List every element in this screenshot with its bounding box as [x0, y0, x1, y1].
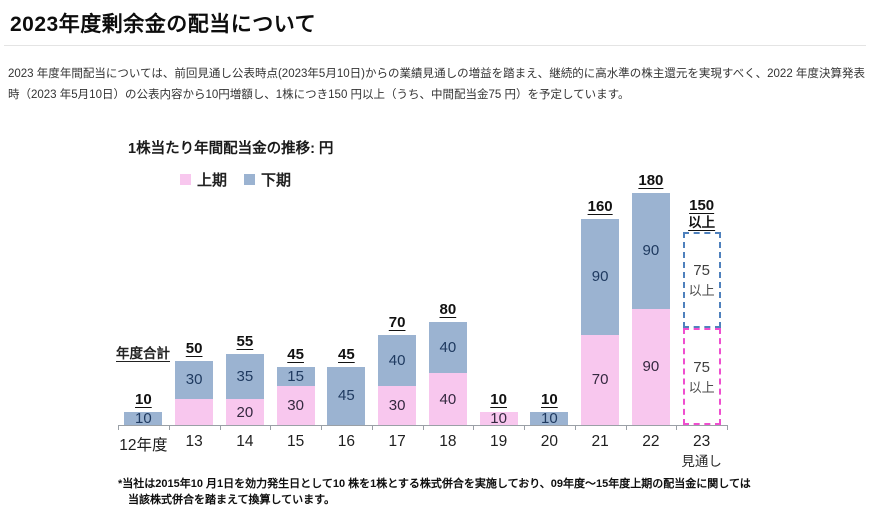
x-axis-tick: [270, 425, 272, 430]
bar-total-label: 10: [490, 391, 507, 409]
x-axis-label: 16: [337, 433, 355, 450]
x-axis-tick: [473, 425, 475, 430]
legend-swatch-second-half: [244, 174, 256, 185]
title-divider: [4, 45, 866, 46]
x-axis-tick: [321, 425, 322, 430]
bar-segment-first-half: 90: [631, 308, 670, 425]
footnote-line-1: *当社は2015年10 月1日を効力発生日として10 株を1株とする株式併合を実…: [118, 478, 751, 490]
x-axis-label: 14: [236, 433, 254, 450]
footnote-line-2: 当該株式併合を踏まえて換算しています。: [128, 494, 336, 506]
segment-value-label: 10: [490, 410, 507, 428]
x-axis-sublabel: 見通し: [681, 454, 722, 469]
x-axis-tick: [371, 425, 373, 430]
x-axis-tick: [168, 425, 170, 430]
legend-label-first-half: 上期: [197, 172, 228, 189]
total-series-label: 年度合計: [116, 346, 170, 361]
legend-swatch-first-half: [180, 174, 191, 185]
bar-total-label: 180: [638, 171, 664, 189]
segment-value-label: 10: [135, 410, 152, 428]
bar-total-label: 45: [338, 345, 355, 363]
bar-total-label: 55: [236, 333, 254, 351]
bar-total-label: 150 以上: [688, 196, 716, 230]
x-axis-tick: [727, 425, 728, 430]
bar-total-label: 160: [587, 197, 613, 215]
segment-value-label: 15: [287, 368, 304, 386]
segment-value-label: 70: [591, 371, 609, 389]
bar-segment-second-half: 40: [428, 321, 467, 374]
segment-value-label: 75: [693, 261, 710, 279]
segment-value-label: 90: [642, 358, 660, 376]
bar-total-label: 50: [185, 339, 203, 357]
segment-value-label: 90: [642, 242, 660, 260]
bar-total-label: 10: [135, 391, 152, 409]
x-axis-label: 23: [693, 433, 711, 450]
x-axis-label: 18: [439, 433, 457, 450]
segment-value-label: 40: [439, 339, 457, 357]
x-axis-label: 22: [642, 433, 660, 450]
bar-total-label: 70: [388, 313, 406, 331]
bar-segment-first-half: 75 以上: [682, 328, 721, 425]
segment-value-label: 40: [439, 390, 457, 408]
legend-item-second-half: 下期: [244, 169, 291, 190]
bar-segment-first-half: 30: [276, 386, 315, 425]
bar-segment-second-half: 40: [378, 334, 417, 387]
segment-value-label: 40: [388, 351, 406, 369]
x-axis-label: 21: [591, 433, 609, 450]
x-axis-tick: [625, 425, 627, 430]
bar-total-label: 45: [287, 345, 304, 363]
x-axis-tick: [118, 425, 119, 430]
bar-segment-first-half: 70: [581, 334, 620, 425]
x-axis-label: 13: [185, 433, 203, 450]
bar-segment-first-half: 30: [378, 386, 417, 425]
segment-value-sublabel: 以上: [688, 282, 715, 298]
x-axis-label: 12年度: [119, 437, 168, 454]
bar-segment-second-half: 30: [175, 360, 214, 400]
bar-segment-second-half: 10: [124, 410, 163, 428]
x-axis-label: 19: [490, 433, 508, 450]
x-axis-label: 17: [388, 433, 406, 450]
segment-value-label: 75: [693, 358, 710, 376]
body-text: 2023 年度年間配当については、前回見通し公表時点(2023年5月10日)から…: [8, 68, 865, 101]
segment-value-label: 10: [541, 410, 558, 428]
bar-segment-second-half: 45: [327, 366, 366, 425]
x-axis-tick: [422, 425, 424, 430]
legend-item-first-half: 上期: [180, 169, 227, 190]
bar-segment-second-half: 15: [276, 366, 315, 387]
bar-segment-first-half: [175, 399, 214, 425]
chart-title: 1株当たり年間配当金の推移: 円: [128, 141, 334, 157]
bar-segment-second-half: 75 以上: [682, 231, 721, 329]
x-axis-tick: [676, 425, 678, 430]
segment-value-label: 20: [236, 403, 254, 421]
page-title: 2023年度剰余金の配当について: [10, 13, 317, 36]
bar-segment-second-half: 35: [225, 354, 264, 400]
bar-segment-second-half: 90: [631, 192, 670, 309]
segment-value-label: 30: [287, 397, 304, 415]
bar-segment-second-half: 90: [581, 218, 620, 335]
legend-label-second-half: 下期: [261, 172, 292, 189]
x-axis-label: 15: [287, 433, 305, 450]
bar-segment-second-half: 10: [530, 410, 569, 428]
x-axis-tick: [574, 425, 576, 430]
chart-legend: 上期 下期: [180, 169, 291, 190]
segment-value-label: 90: [591, 268, 609, 286]
x-axis-label: 20: [540, 433, 558, 450]
bar-segment-first-half: 10: [479, 410, 518, 428]
bar-segment-first-half: 20: [225, 399, 264, 425]
bar-total-label: 10: [541, 391, 558, 409]
x-axis-tick: [524, 425, 525, 430]
bar-total-label: 80: [439, 300, 457, 318]
segment-value-label: 45: [338, 387, 355, 405]
segment-value-label: 35: [236, 368, 254, 386]
footnote: *当社は2015年10 月1日を効力発生日として10 株を1株とする株式併合を実…: [118, 476, 751, 508]
x-axis-tick: [219, 425, 221, 430]
segment-value-label: 30: [388, 397, 406, 415]
segment-value-sublabel: 以上: [688, 379, 715, 395]
segment-value-label: 30: [185, 371, 203, 389]
bar-segment-first-half: 40: [428, 373, 467, 425]
